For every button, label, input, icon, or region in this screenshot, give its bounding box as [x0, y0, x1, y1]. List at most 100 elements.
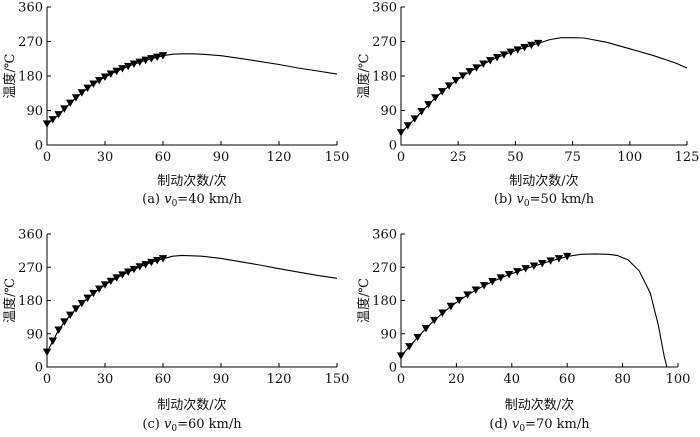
data-point-marker [66, 99, 75, 108]
data-point-marker [42, 120, 52, 128]
data-point-marker [83, 84, 92, 93]
data-point-marker [106, 277, 115, 286]
data-point-marker [77, 299, 86, 308]
y-tick-label: 180 [18, 70, 43, 85]
temperature-curve [162, 254, 338, 279]
data-point-marker [554, 255, 564, 263]
data-point-marker [463, 291, 472, 299]
x-tick-label: 60 [559, 372, 576, 387]
data-point-marker [141, 56, 150, 65]
axis-lines [400, 7, 687, 146]
data-point-marker [472, 64, 481, 72]
y-tick-label: 360 [372, 228, 397, 243]
data-point-marker [479, 282, 489, 290]
x-tick-label: 0 [43, 372, 51, 387]
data-point-marker [54, 111, 63, 119]
chart-panel-4: 0 90 180 270 360 0 20 40 60 80 100 温度/℃ 制动次数/次 (d) v0… [356, 228, 690, 435]
x-tick-label: 120 [267, 150, 292, 165]
y-tick-label: 0 [35, 139, 43, 154]
data-point-marker [479, 60, 488, 68]
data-point-marker [48, 116, 57, 124]
marker-series-line [400, 255, 568, 357]
data-point-marker [430, 316, 439, 325]
data-point-marker [446, 302, 456, 311]
y-tick-label: 90 [26, 104, 43, 119]
x-tick-label: 20 [448, 372, 465, 387]
data-point-marker [431, 94, 440, 102]
data-point-marker [153, 53, 162, 62]
y-tick-label: 90 [380, 327, 397, 342]
x-tick-label: 60 [155, 150, 172, 165]
x-tick-label: 75 [564, 150, 581, 165]
data-point-marker [60, 318, 69, 326]
data-point-marker [106, 70, 115, 78]
x-axis-label: 制动次数/次 [157, 397, 226, 413]
x-tick-label: 125 [675, 150, 700, 165]
data-point-marker [438, 309, 447, 317]
x-tick-label: 50 [507, 150, 524, 165]
y-tick-label: 0 [389, 361, 397, 376]
data-point-marker [129, 60, 139, 68]
data-point-marker [48, 337, 57, 345]
x-tick-label: 80 [614, 372, 631, 387]
x-tick-label: 150 [325, 150, 350, 165]
axis-lines [46, 234, 337, 368]
y-tick-label: 360 [18, 1, 43, 16]
data-point-marker [488, 278, 497, 286]
data-point-marker [135, 58, 144, 66]
data-point-marker [410, 115, 419, 123]
temperature-curve [162, 53, 338, 75]
data-point-marker [124, 268, 133, 276]
chart-panel-1: 0 90 180 270 360 0 30 60 90 120 150 温度/℃ 制动次数/次 (a) v… [2, 1, 349, 210]
y-tick-label: 0 [35, 361, 43, 376]
data-point-marker [492, 54, 502, 62]
data-point-marker [421, 324, 431, 333]
data-point-marker [405, 343, 414, 351]
data-point-marker [118, 65, 127, 73]
data-point-marker [66, 311, 75, 320]
data-point-marker [83, 294, 92, 303]
data-point-marker [124, 62, 133, 71]
data-point-marker [451, 77, 461, 85]
x-tick-label: 0 [397, 150, 405, 165]
axis-lines [46, 7, 337, 146]
data-point-marker [147, 55, 156, 63]
x-tick-label: 0 [43, 150, 51, 165]
y-tick-label: 0 [389, 139, 397, 154]
x-axis-label: 制动次数/次 [509, 173, 578, 189]
data-point-marker [437, 88, 447, 96]
data-point-marker [527, 41, 536, 50]
data-point-marker [504, 271, 514, 279]
y-tick-label: 270 [372, 35, 397, 50]
data-point-marker [513, 268, 522, 276]
y-tick-label: 270 [18, 261, 43, 276]
data-point-marker [129, 265, 139, 274]
chart-panel-3: 0 90 180 270 360 0 30 60 90 120 150 温度/℃ 制动次数/次 (c) v… [2, 228, 349, 435]
x-tick-label: 100 [666, 372, 691, 387]
y-tick-label: 360 [372, 1, 397, 16]
data-point-marker [496, 274, 505, 282]
x-tick-label: 150 [325, 372, 350, 387]
data-point-marker [147, 258, 156, 267]
data-point-marker [112, 67, 121, 76]
data-point-marker [465, 68, 474, 76]
x-tick-label: 100 [617, 150, 642, 165]
data-point-marker [403, 122, 413, 130]
data-point-marker [135, 263, 144, 271]
data-point-marker [417, 108, 426, 116]
chart-panel-2: 0 90 180 270 360 0 25 50 75 100 125 温度/℃ 制动次数/次 (b) v… [356, 1, 699, 210]
data-point-marker [158, 255, 168, 263]
data-point-marker [396, 129, 406, 137]
data-point-marker [95, 77, 104, 85]
marker-series-line [46, 258, 164, 353]
data-point-marker [506, 48, 516, 57]
data-point-marker [396, 352, 406, 360]
x-tick-label: 30 [97, 150, 114, 165]
x-tick-label: 40 [504, 372, 521, 387]
data-point-marker [77, 89, 86, 97]
data-point-marker [158, 52, 168, 60]
y-tick-label: 360 [18, 228, 43, 243]
data-point-marker [538, 259, 547, 268]
x-tick-label: 90 [213, 150, 230, 165]
